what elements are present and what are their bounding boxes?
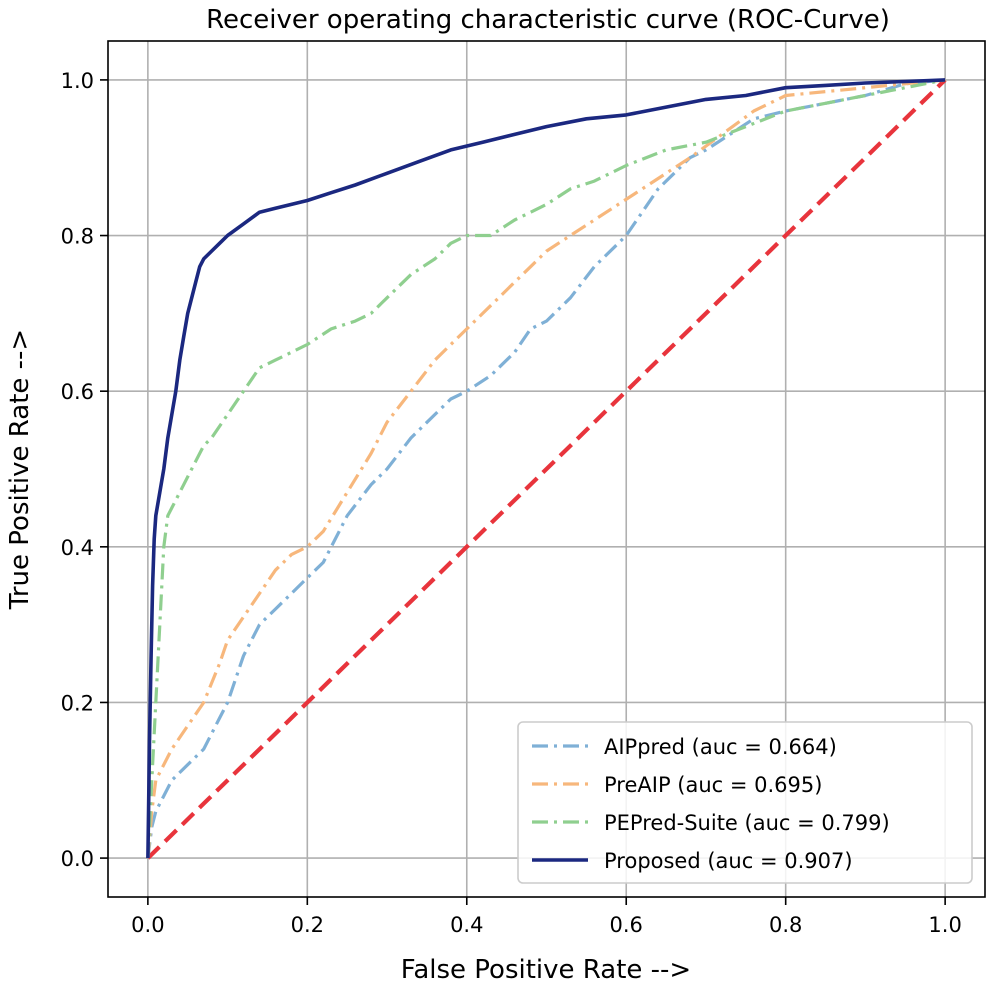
series-layer: [146, 78, 947, 860]
series-line-proposed: [146, 78, 946, 859]
y-tick-label: 0.8: [61, 225, 94, 249]
legend-label: Proposed (auc = 0.907): [604, 849, 853, 873]
chart-title: Receiver operating characteristic curve …: [206, 5, 890, 35]
y-tick-label: 0.6: [61, 380, 94, 404]
series-line-baseline: [146, 78, 947, 860]
series-line-preaip: [146, 78, 946, 859]
y-tick-label: 1.0: [61, 69, 94, 93]
x-tick-label: 1.0: [928, 913, 961, 937]
y-tick-label: 0.4: [61, 536, 94, 560]
x-tick-label: 0.8: [769, 913, 802, 937]
legend-label: PEPred-Suite (auc = 0.799): [604, 811, 890, 835]
y-tick-label: 0.0: [61, 847, 94, 871]
x-axis-label: False Positive Rate -->: [401, 955, 691, 983]
y-axis-label: True Positive Rate -->: [5, 329, 35, 610]
legend: AIPpred (auc = 0.664) PreAIP (auc = 0.695…: [517, 721, 973, 884]
x-tick-label: 0.6: [610, 913, 643, 937]
series-line-aippred: [146, 78, 946, 859]
y-tick-label: 0.2: [61, 691, 94, 715]
grid: [108, 41, 985, 897]
x-tick-label: 0.2: [291, 913, 324, 937]
legend-box: [517, 721, 973, 884]
plot-frame: [107, 40, 986, 898]
x-tick-label: 0.4: [450, 913, 483, 937]
series-line-pepred-suite: [146, 78, 946, 859]
x-tick-label: 0.0: [131, 913, 164, 937]
legend-label: AIPpred (auc = 0.664): [604, 735, 837, 759]
axis-ticks: 0.0 0.2 0.4 0.6 0.8 1.0 0.0 0.2 0.4 0.6 0.8 1.0: [61, 69, 962, 937]
legend-label: PreAIP (auc = 0.695): [604, 773, 822, 797]
